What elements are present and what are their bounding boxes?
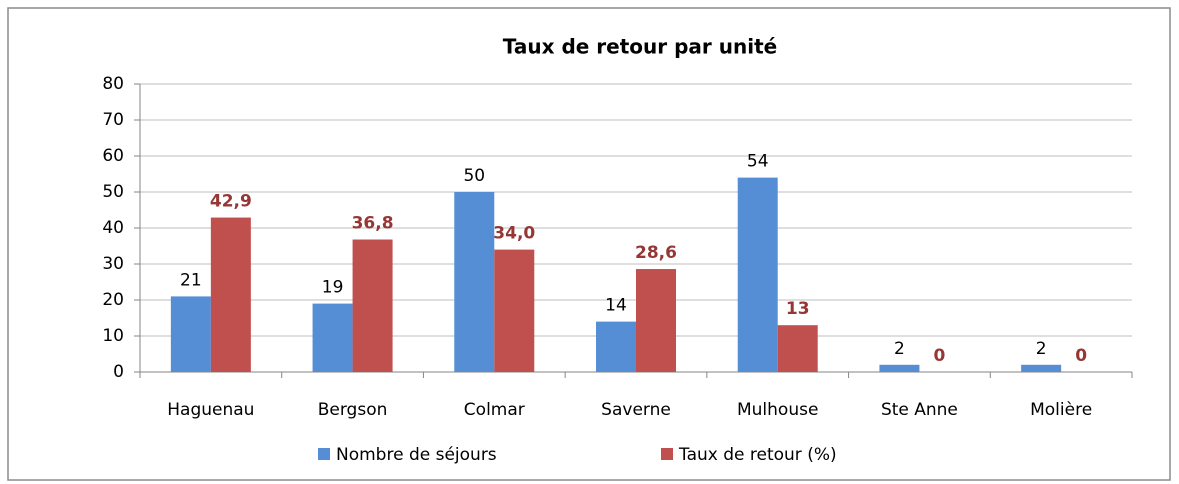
bar <box>737 177 778 372</box>
data-label: 54 <box>747 152 769 172</box>
legend-label: Taux de retour (%) <box>678 445 837 465</box>
data-label: 0 <box>934 346 946 366</box>
data-label: 13 <box>786 299 810 319</box>
data-label: 50 <box>463 166 485 186</box>
x-tick-label: Mulhouse <box>737 400 818 420</box>
x-tick-label: Saverne <box>601 400 671 420</box>
bar <box>596 321 636 372</box>
y-tick-label: 40 <box>102 218 124 238</box>
y-tick-label: 10 <box>102 326 124 346</box>
bar <box>777 325 818 372</box>
bar <box>494 249 535 372</box>
y-tick-label: 80 <box>102 74 124 94</box>
legend-swatch <box>318 448 330 460</box>
data-label: 34,0 <box>493 224 535 244</box>
y-tick-label: 50 <box>102 182 124 202</box>
chart-title: Taux de retour par unité <box>503 35 777 59</box>
data-label: 2 <box>894 339 905 359</box>
x-tick-label: Haguenau <box>167 400 254 420</box>
bar <box>879 364 920 372</box>
data-label: 14 <box>605 296 627 316</box>
bar <box>312 303 353 372</box>
legend-label: Nombre de séjours <box>336 445 497 465</box>
data-label: 0 <box>1075 346 1087 366</box>
data-label: 2 <box>1036 339 1047 359</box>
data-label: 36,8 <box>352 214 394 234</box>
bar <box>170 296 211 372</box>
y-tick-label: 30 <box>102 254 124 274</box>
data-label: 21 <box>180 270 202 290</box>
x-tick-label: Bergson <box>318 400 388 420</box>
data-label: 19 <box>322 278 344 298</box>
x-tick-label: Ste Anne <box>881 400 958 420</box>
y-tick-label: 20 <box>102 290 124 310</box>
y-tick-label: 0 <box>113 362 124 382</box>
chart-border <box>7 7 1171 481</box>
data-label: 42,9 <box>210 192 252 212</box>
y-tick-label: 60 <box>102 146 124 166</box>
bar <box>454 192 495 372</box>
y-tick-label: 70 <box>102 110 124 130</box>
bar <box>636 269 676 372</box>
bar <box>1021 364 1062 372</box>
x-tick-label: Colmar <box>464 400 525 420</box>
data-label: 28,6 <box>635 243 677 263</box>
bar <box>352 239 393 372</box>
legend-swatch <box>661 448 673 460</box>
bar <box>210 217 251 372</box>
x-tick-label: Molière <box>1030 400 1092 420</box>
